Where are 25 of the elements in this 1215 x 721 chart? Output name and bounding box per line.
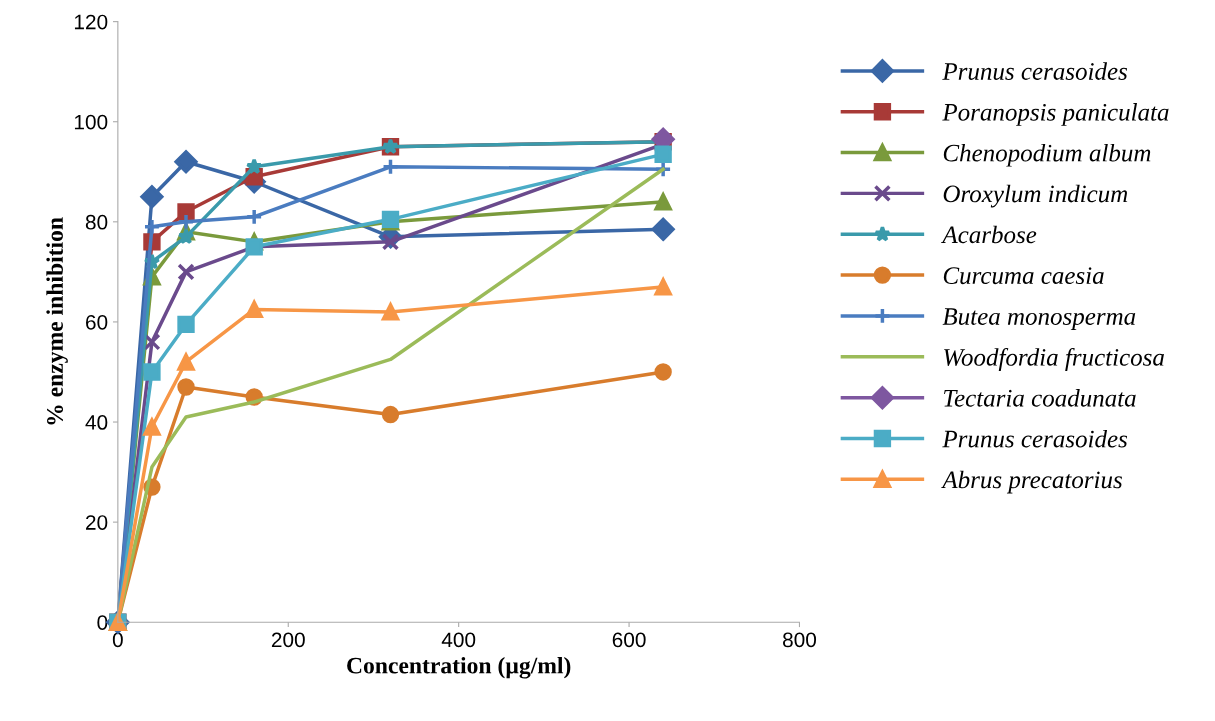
legend-label: Prunus cerasoides	[942, 429, 1128, 448]
legend-label: Butea monosperma	[942, 308, 1136, 330]
y-tick-label: 80	[85, 214, 108, 230]
y-tick-label: 100	[74, 114, 108, 130]
legend-label: Poranopsis paniculata	[942, 103, 1169, 126]
legend-label: Curcuma caesia	[943, 267, 1104, 285]
y-axis-title: % enzyme inhibition	[46, 217, 68, 425]
legend-label: Abrus precatorius	[941, 470, 1122, 494]
legend-label: Tectaria coadunata	[944, 389, 1136, 407]
y-tick-label: 60	[86, 314, 108, 330]
y-tick-label: 0	[97, 615, 108, 630]
x-tick-label: 200	[271, 632, 305, 648]
x-tick-label: 400	[441, 632, 476, 648]
x-axis-title: Concentration (µg/ml)	[347, 656, 571, 679]
legend-label: Prunus cerasoides	[942, 62, 1128, 80]
legend-label: Acarbose	[941, 225, 1037, 244]
y-tick-label: 120	[74, 14, 108, 30]
x-tick-label: 800	[783, 632, 817, 648]
legend-label: Chenopodium album	[943, 143, 1151, 167]
legend-label: Woodfordia fructicosa	[944, 347, 1164, 371]
y-tick-label: 40	[85, 415, 108, 430]
y-tick-label: 20	[86, 515, 108, 530]
x-tick-label: 0	[112, 632, 123, 648]
legend-label: Oroxylum indicum	[943, 184, 1128, 208]
x-tick-label: 600	[612, 632, 646, 648]
